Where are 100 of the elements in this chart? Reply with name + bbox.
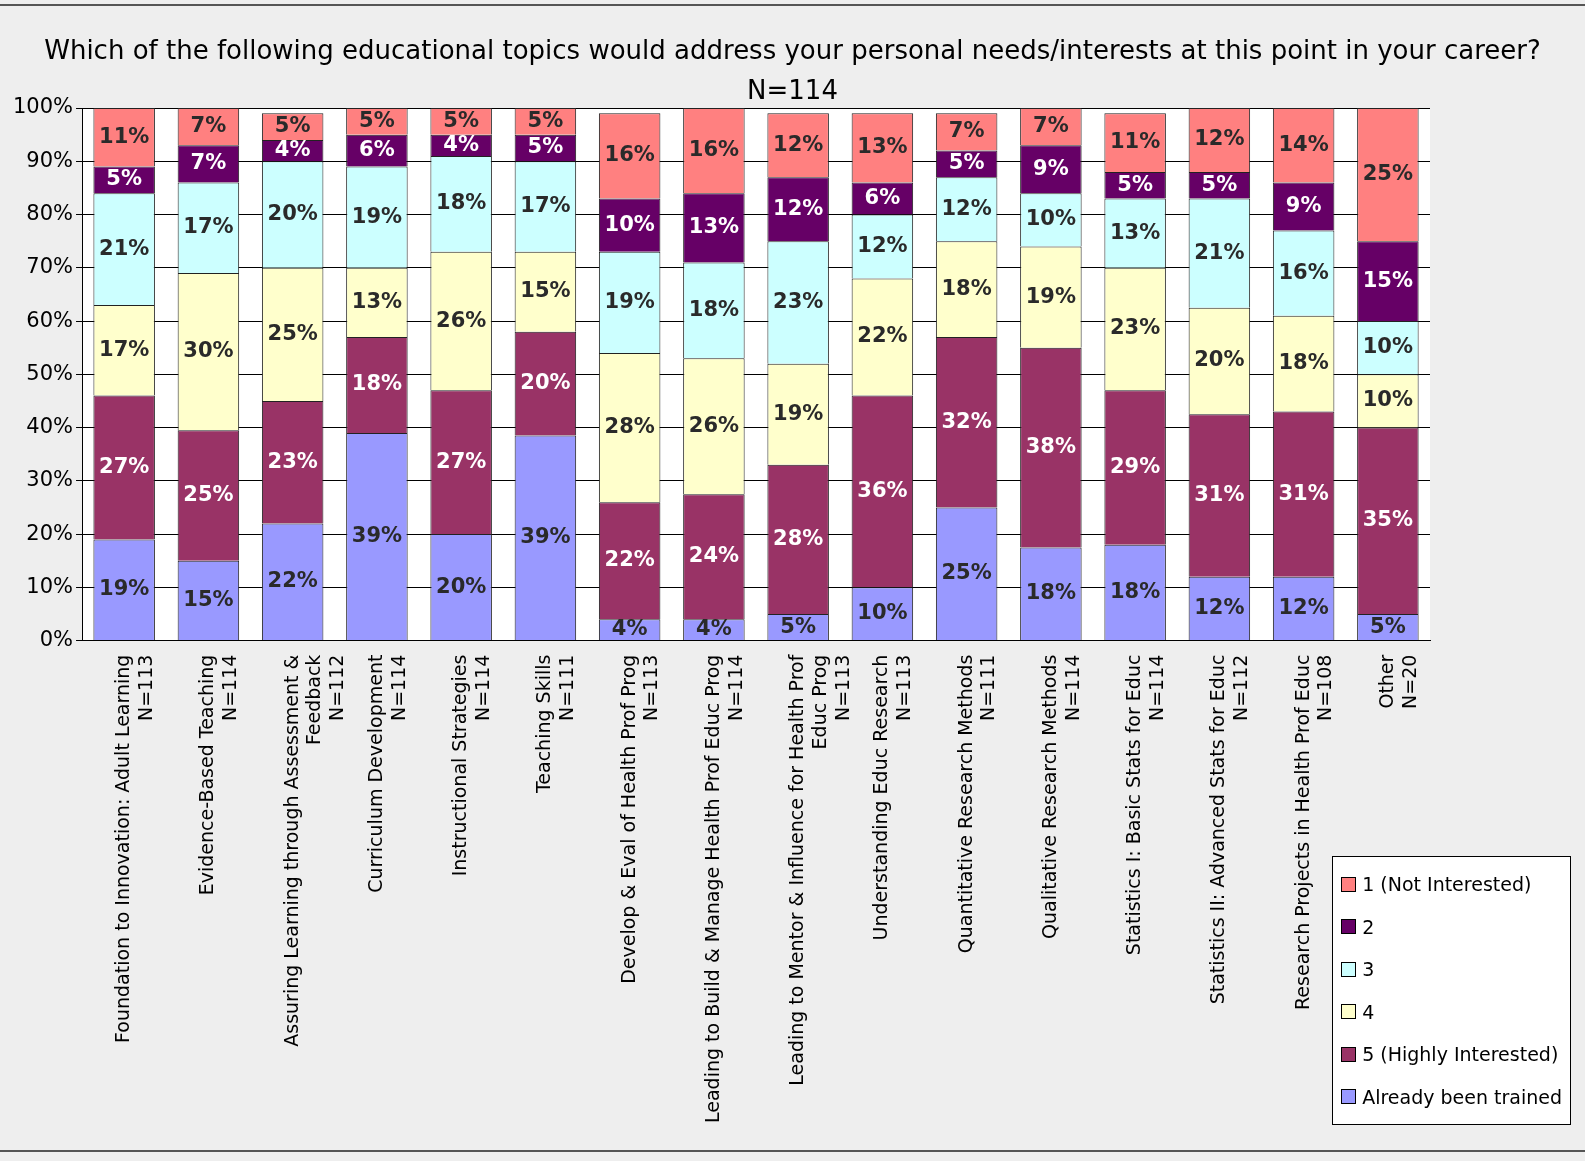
- data-label: 39%: [520, 524, 571, 549]
- y-tick-label: 60%: [26, 307, 74, 332]
- data-label: 4%: [443, 131, 479, 156]
- data-label: 12%: [1278, 594, 1329, 619]
- data-label: 5%: [948, 150, 985, 175]
- legend-label: 2: [1362, 915, 1375, 938]
- data-label: 24%: [688, 543, 740, 568]
- data-label: 30%: [183, 338, 234, 363]
- data-label: 36%: [857, 477, 908, 502]
- data-label: 28%: [604, 414, 655, 439]
- data-label: 26%: [436, 307, 487, 332]
- data-label: 25%: [183, 481, 234, 506]
- data-label: 14%: [1278, 131, 1329, 156]
- data-label: 21%: [99, 235, 150, 260]
- data-label: 19%: [1025, 283, 1077, 308]
- data-label: 7%: [190, 113, 227, 138]
- x-tick-label: Curriculum Development N=114: [363, 654, 409, 893]
- data-label: 12%: [1194, 594, 1245, 619]
- data-label: 22%: [604, 547, 655, 572]
- y-tick-label: 0%: [39, 627, 74, 652]
- x-tick-label: Statistics II: Advanced Stats for Educ N=112: [1206, 654, 1252, 1005]
- y-tick-label: 100%: [12, 94, 74, 119]
- data-label: 16%: [688, 137, 740, 162]
- data-label: 6%: [359, 137, 395, 162]
- data-label: 5%: [1370, 613, 1406, 638]
- x-tick-label: Qualitative Research Methods N=114: [1037, 654, 1083, 939]
- data-label: 20%: [436, 573, 487, 598]
- data-label: 15%: [1362, 267, 1414, 292]
- data-label: 39%: [351, 522, 403, 547]
- data-label: 38%: [1025, 434, 1077, 458]
- data-label: 27%: [99, 453, 150, 478]
- data-label: 25%: [941, 560, 992, 585]
- x-tick-label: Evidence-Based Teaching N=114: [195, 654, 241, 896]
- data-label: 29%: [1110, 453, 1161, 478]
- data-label: 19%: [99, 576, 150, 601]
- data-label: 25%: [1362, 161, 1414, 186]
- data-label: 18%: [436, 190, 487, 215]
- x-tick-label: Understanding Educ Research N=113: [869, 654, 915, 941]
- data-label: 15%: [520, 278, 571, 303]
- y-tick-label: 70%: [26, 254, 74, 279]
- data-label: 18%: [688, 296, 740, 321]
- x-tick-label: Instructional Strategies N=114: [448, 654, 493, 877]
- data-label: 5%: [274, 113, 311, 138]
- y-tick-label: 80%: [26, 200, 74, 225]
- data-label: 7%: [1033, 113, 1069, 138]
- data-label: 19%: [351, 203, 403, 228]
- data-label: 17%: [183, 214, 234, 239]
- data-label: 12%: [1194, 126, 1245, 151]
- data-label: 12%: [857, 232, 908, 257]
- legend-label: Already been trained: [1362, 1085, 1562, 1108]
- data-label: 4%: [611, 616, 648, 641]
- data-label: 23%: [1110, 315, 1161, 340]
- legend-label: 3: [1362, 958, 1375, 981]
- data-label: 20%: [520, 370, 571, 395]
- x-tick-label: Assuring Learning through Assessment & Feedback N=112: [279, 654, 348, 1047]
- data-label: 32%: [941, 408, 992, 433]
- data-label: 19%: [773, 400, 824, 425]
- data-label: 16%: [604, 142, 655, 167]
- x-tick-label: Statistics I: Basic Stats for Educ N=114: [1122, 654, 1167, 956]
- data-label: 12%: [941, 195, 992, 220]
- data-label: 15%: [183, 586, 234, 611]
- data-label: 10%: [1025, 206, 1077, 231]
- data-label: 9%: [1285, 192, 1322, 217]
- data-label: 17%: [99, 336, 150, 361]
- data-label: 23%: [267, 448, 318, 473]
- data-label: 5%: [1201, 171, 1238, 196]
- x-tick-label: Research Projects in Health Prof Educ N=108: [1290, 654, 1336, 1010]
- data-label: 5%: [780, 613, 816, 638]
- x-tick-label: Leading to Build & Manage Health Prof Educ Prog N=114: [700, 654, 746, 1124]
- data-label: 31%: [1194, 481, 1245, 506]
- legend-label: 5 (Highly Interested): [1362, 1043, 1559, 1066]
- legend-label: 1 (Not Interested): [1362, 873, 1532, 896]
- data-label: 5%: [1117, 171, 1153, 196]
- data-label: 16%: [1278, 259, 1329, 284]
- data-label: 22%: [857, 323, 908, 348]
- x-tick-label: Foundation to Innovation: Adult Learning N=113: [111, 654, 156, 1043]
- data-label: 10%: [857, 600, 908, 625]
- y-tick-label: 50%: [26, 360, 74, 385]
- data-label: 4%: [696, 616, 732, 641]
- data-label: 26%: [688, 412, 740, 437]
- legend-label: 4: [1362, 1000, 1375, 1023]
- data-label: 25%: [267, 320, 318, 345]
- data-label: 31%: [1278, 480, 1329, 505]
- chart-title: Which of the following educational topics would address your personal needs/interests at this point in your career?: [43, 34, 1542, 67]
- chart-subtitle: N=114: [747, 75, 838, 105]
- y-tick-label: 40%: [26, 414, 74, 439]
- data-label: 18%: [1110, 578, 1161, 603]
- data-label: 7%: [190, 150, 227, 175]
- data-label: 10%: [1362, 387, 1414, 412]
- data-label: 4%: [274, 137, 311, 162]
- data-label: 5%: [106, 166, 142, 191]
- data-label: 5%: [527, 107, 564, 132]
- data-label: 13%: [688, 214, 740, 239]
- x-tick-label: Leading to Mentor & Influence for Health Prof Educ Prog N=113: [785, 653, 853, 1086]
- x-tick-label: Quantitative Research Methods N=111: [953, 654, 999, 954]
- data-label: 5%: [527, 134, 564, 159]
- data-label: 6%: [864, 185, 901, 209]
- data-label: 13%: [857, 134, 908, 159]
- data-label: 23%: [773, 288, 824, 313]
- data-label: 28%: [773, 525, 824, 550]
